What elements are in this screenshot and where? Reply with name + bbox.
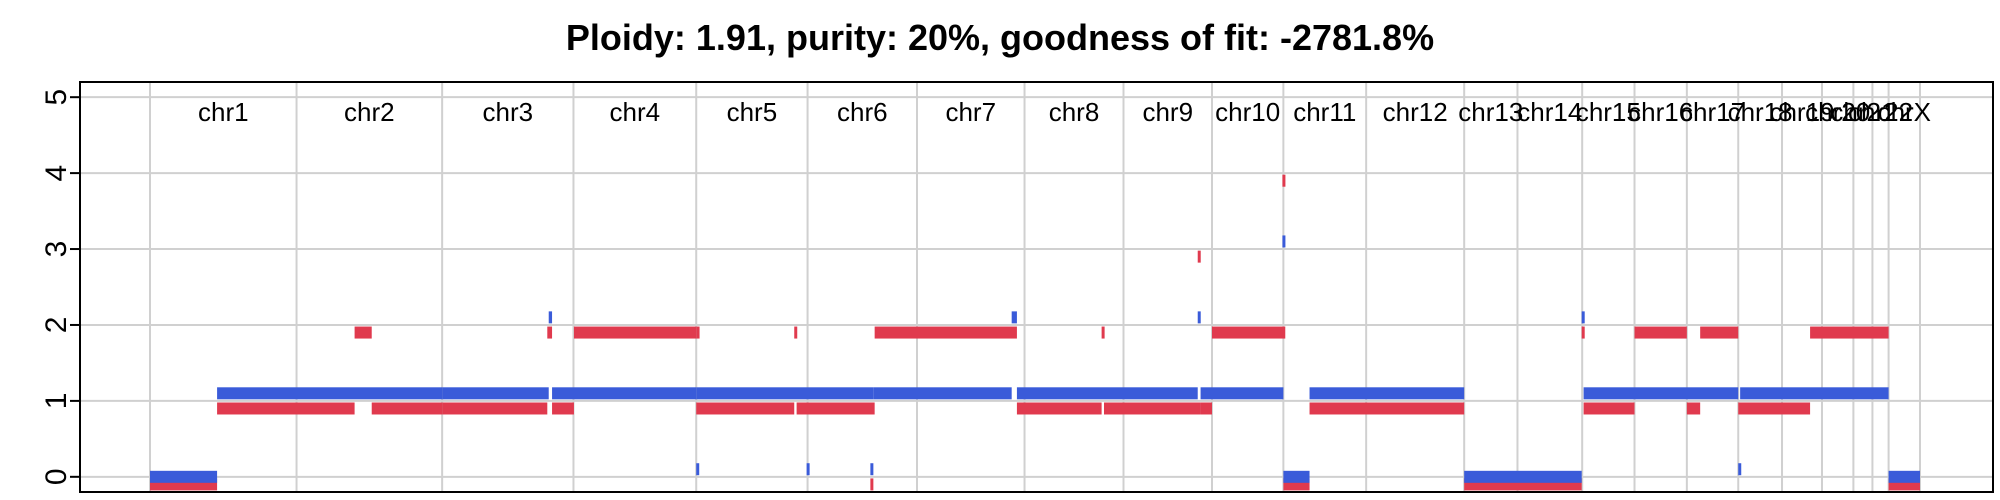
minor-allele-segment [1581, 326, 1585, 339]
minor-allele-segment [217, 402, 355, 415]
major-allele-segment [1200, 387, 1284, 400]
major-allele-segment [442, 387, 549, 400]
chromosome-label: chr8 [1049, 97, 1100, 127]
minor-allele-segment [1197, 250, 1201, 263]
minor-allele-segment [1583, 402, 1635, 415]
major-allele-segment [1011, 311, 1017, 324]
major-allele-segment [1583, 387, 1739, 400]
minor-allele-segment [870, 478, 874, 491]
chromosome-label: chr17 [1680, 97, 1745, 127]
plot-frame [79, 81, 1994, 493]
minor-allele-segment [1634, 326, 1687, 339]
minor-allele-segment [573, 326, 697, 339]
minor-allele-segment [1700, 326, 1739, 339]
major-allele-segment [548, 311, 553, 324]
y-tick-label: 1 [40, 393, 73, 410]
chromosome-label: chr10 [1215, 97, 1280, 127]
minor-allele-segment [696, 402, 795, 415]
chromosome-label: chr12 [1383, 97, 1448, 127]
minor-allele-segment [1200, 402, 1212, 415]
major-allele-segment [150, 470, 218, 483]
major-allele-segment [1581, 311, 1585, 324]
major-allele-segment [870, 463, 874, 476]
minor-allele-segment [1016, 402, 1102, 415]
minor-allele-segment [696, 326, 700, 339]
chart-title: Ploidy: 1.91, purity: 20%, goodness of f… [566, 17, 1434, 58]
chromosome-label: chr19 [1769, 97, 1834, 127]
major-allele-segment [1464, 470, 1582, 483]
chromosome-label: chr4 [610, 97, 661, 127]
chromosome-labels: chr1 chr2 chr3 chr4 chr5 chr6 chr7 chr8 chr9 chr1… [198, 97, 1931, 127]
minor-allele-series [150, 174, 1920, 491]
major-allele-segment [1282, 235, 1286, 248]
minor-allele-segment [547, 326, 553, 339]
major-allele-segment [806, 463, 810, 476]
minor-allele-segment [794, 326, 798, 339]
minor-allele-segment [1101, 326, 1105, 339]
chromosome-label: chr16 [1628, 97, 1693, 127]
chromosome-label: chr14 [1517, 97, 1582, 127]
major-allele-segment [217, 387, 443, 400]
chromosome-label: chrX [1878, 97, 1931, 127]
minor-allele-segment [1282, 174, 1286, 187]
major-allele-segment [1283, 470, 1310, 483]
minor-allele-segment [1738, 402, 1811, 415]
chromosome-label: chr13 [1458, 97, 1523, 127]
minor-allele-segment [1103, 402, 1201, 415]
y-tick-label: 3 [40, 241, 73, 258]
chromosome-label: chr1 [198, 97, 249, 127]
major-allele-segment [552, 387, 697, 400]
chromosome-label: chr18 [1728, 97, 1793, 127]
major-allele-segment [1888, 470, 1920, 483]
grid-lines [80, 82, 1993, 492]
minor-allele-segment [552, 402, 574, 415]
major-allele-segment [1016, 387, 1198, 400]
y-tick-label: 4 [40, 165, 73, 182]
chromosome-label: chr2 [344, 97, 395, 127]
minor-allele-segment [1309, 402, 1465, 415]
y-tick-label: 5 [40, 89, 73, 106]
major-allele-segment [873, 387, 1012, 400]
major-allele-segment [1309, 387, 1465, 400]
major-allele-segment [696, 463, 700, 476]
major-allele-series [150, 235, 1920, 483]
minor-allele-segment [1686, 402, 1701, 415]
minor-allele-segment [1810, 326, 1889, 339]
chromosome-label: chr3 [483, 97, 534, 127]
chromosome-label: chr20 [1805, 97, 1870, 127]
chromosome-label: chr9 [1142, 97, 1193, 127]
chromosome-label: chr6 [837, 97, 888, 127]
major-allele-segment [1738, 463, 1742, 476]
major-allele-segment [1740, 387, 1889, 400]
chromosome-label: chr22 [1848, 97, 1913, 127]
chromosome-label: chr7 [945, 97, 996, 127]
minor-allele-segment [354, 326, 372, 339]
minor-allele-segment [371, 402, 443, 415]
major-allele-segment [696, 387, 874, 400]
y-axis: 0 1 2 3 4 5 [40, 89, 80, 485]
minor-allele-segment [874, 326, 1017, 339]
chromosome-label: chr15 [1576, 97, 1641, 127]
chromosome-label: chr21 [1830, 97, 1895, 127]
chromosome-label: chr5 [727, 97, 778, 127]
major-allele-segment [1197, 311, 1201, 324]
y-tick-label: 2 [40, 317, 73, 334]
minor-allele-segment [1212, 326, 1286, 339]
minor-allele-segment [442, 402, 548, 415]
minor-allele-segment [796, 402, 875, 415]
chromosome-label: chr11 [1293, 97, 1356, 127]
y-tick-label: 0 [40, 468, 73, 485]
